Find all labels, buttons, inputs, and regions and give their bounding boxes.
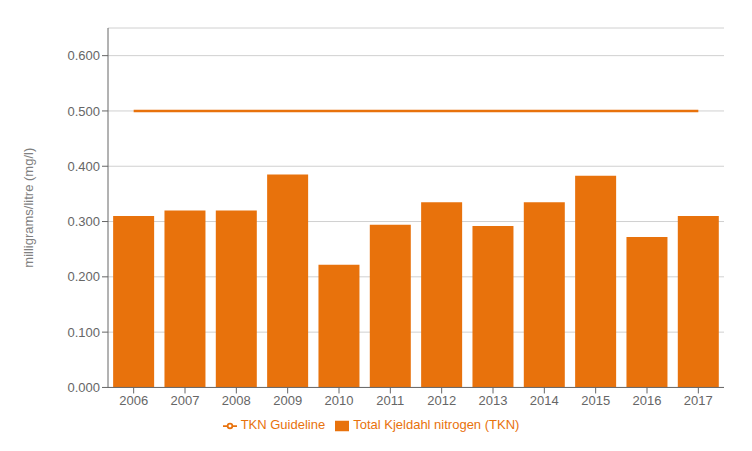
- svg-text:2008: 2008: [222, 393, 251, 408]
- svg-text:2010: 2010: [325, 393, 354, 408]
- svg-text:0.400: 0.400: [67, 159, 100, 174]
- svg-text:0.000: 0.000: [67, 380, 100, 395]
- svg-text:0.100: 0.100: [67, 325, 100, 340]
- html-text:TKN Guideline: TKN Guideline: [240, 417, 326, 433]
- svg-text:2016: 2016: [633, 393, 662, 408]
- svg-text:2011: 2011: [376, 393, 404, 408]
- html-text:Total Kjeldahl nitrogen (TKN): Total Kjeldahl nitrogen (TKN): [353, 417, 520, 433]
- svg-text:0.600: 0.600: [67, 48, 100, 63]
- svg-text:2012: 2012: [427, 393, 456, 408]
- svg-text:0.500: 0.500: [67, 104, 100, 119]
- svg-text:0.300: 0.300: [67, 214, 100, 229]
- svg-text:2009: 2009: [273, 393, 302, 408]
- svg-text:2013: 2013: [479, 393, 508, 408]
- svg-text:2006: 2006: [119, 393, 148, 408]
- svg-text:2007: 2007: [171, 393, 200, 408]
- svg-text:2014: 2014: [530, 393, 559, 408]
- svg-text:2017: 2017: [684, 393, 713, 408]
- svg-text:milligrams/litre (mg/l): milligrams/litre (mg/l): [21, 148, 36, 268]
- svg-text:2015: 2015: [581, 393, 610, 408]
- svg-text:0.200: 0.200: [67, 269, 100, 284]
